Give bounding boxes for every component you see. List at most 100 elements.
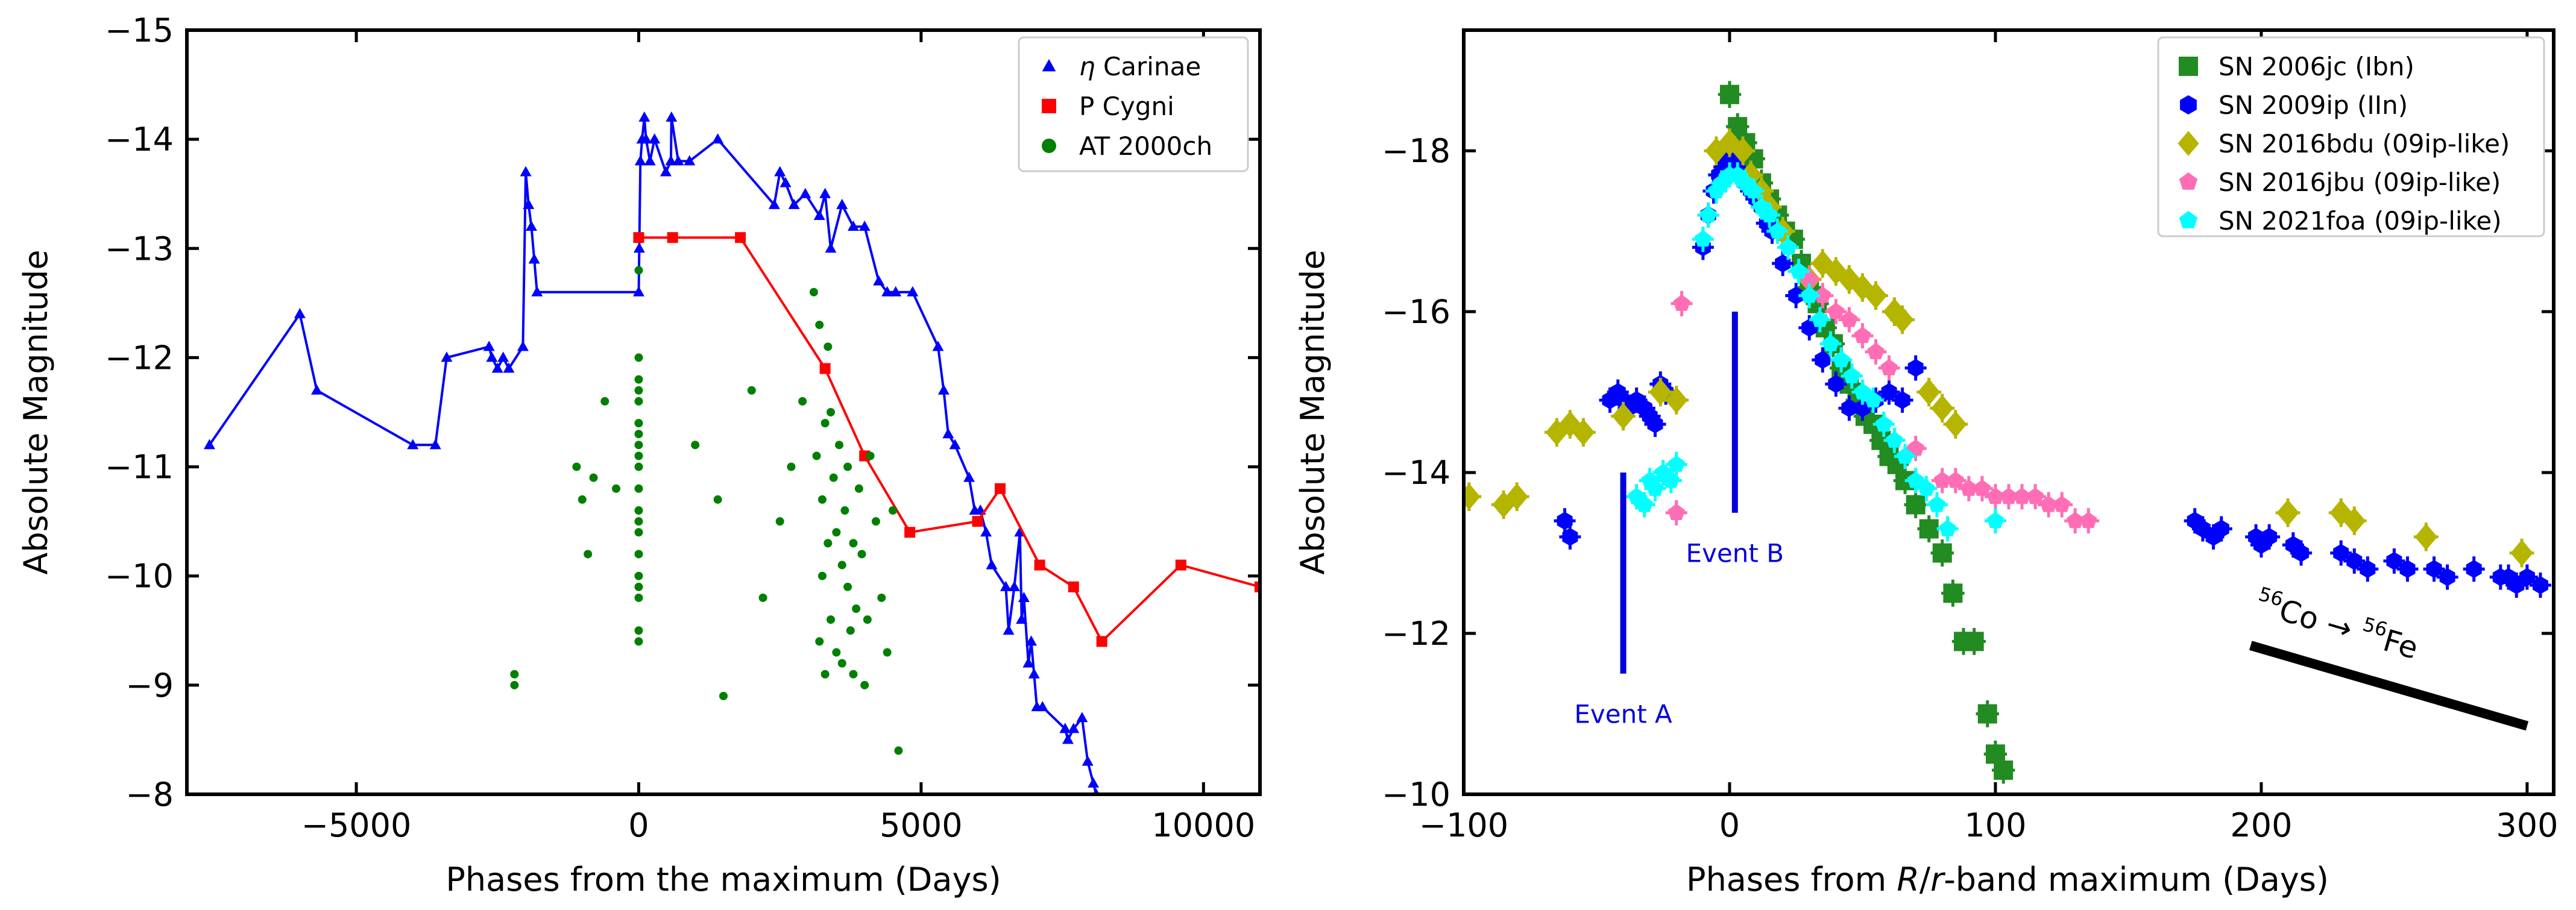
data-point — [1973, 479, 1991, 496]
legend-label: SN 2006jc (Ibn) — [2219, 52, 2414, 81]
data-point — [774, 166, 786, 177]
data-point — [860, 680, 869, 689]
data-point — [1059, 723, 1071, 733]
data-point — [510, 680, 519, 689]
y-tick-label: −16 — [1382, 293, 1450, 331]
data-point — [2067, 512, 2084, 529]
series-1 — [633, 232, 1260, 647]
data-point — [528, 253, 540, 264]
data-point — [2261, 527, 2278, 546]
data-point — [2013, 488, 2031, 504]
y-tick-label: −12 — [1382, 615, 1450, 653]
data-point — [572, 462, 581, 471]
data-point — [523, 198, 535, 209]
data-point — [1928, 495, 1946, 512]
data-point — [820, 419, 830, 428]
data-point — [1255, 581, 1260, 592]
data-point — [1745, 181, 1762, 199]
data-point — [1718, 129, 1741, 156]
legend-frame — [1018, 36, 1249, 172]
data-point — [666, 111, 678, 122]
data-point — [1932, 543, 1952, 563]
series-4 — [1625, 162, 2006, 542]
data-point — [1705, 137, 1728, 165]
data-point — [2346, 551, 2363, 570]
data-point — [835, 441, 844, 450]
data-point — [665, 155, 677, 166]
data-point — [812, 451, 821, 460]
data-point — [1068, 723, 1080, 733]
data-point — [589, 473, 598, 482]
data-point — [429, 439, 441, 450]
data-point — [1919, 519, 1939, 539]
data-point — [820, 670, 830, 679]
data-point — [1779, 238, 1797, 255]
x-tick-label: 200 — [2230, 806, 2292, 844]
y-tick-label: −18 — [1382, 132, 1450, 170]
data-point — [2360, 560, 2376, 579]
data-point — [2386, 551, 2402, 570]
left-axis-ticks: −5000 0 5000 10000 −15 −14 −13 −12 −11 −10 −9 −8 — [105, 11, 1260, 844]
x-tick-label: 0 — [628, 806, 649, 844]
data-point — [1505, 483, 1528, 510]
data-point — [503, 362, 515, 373]
series-line — [208, 117, 1098, 794]
data-point — [1815, 351, 1831, 369]
data-point — [1880, 359, 1898, 375]
data-point — [819, 187, 831, 198]
data-point — [1906, 495, 1926, 515]
data-point — [1864, 282, 1888, 309]
xlabel-part-1: Phases from — [1686, 861, 1897, 899]
data-point — [846, 626, 855, 635]
data-point — [634, 582, 643, 591]
data-point — [1814, 286, 1831, 303]
right-legend: SN 2006jc (Ibn) SN 2009ip (IIn) SN 2016bdu… — [2157, 36, 2545, 237]
legend-marker — [2180, 95, 2197, 115]
data-point — [634, 397, 643, 406]
data-point — [634, 462, 643, 471]
data-point — [1731, 137, 1754, 165]
data-point — [441, 351, 453, 362]
series-line — [638, 236, 1260, 644]
data-point — [634, 528, 643, 537]
data-point — [1665, 386, 1688, 414]
data-point — [1822, 334, 1839, 351]
data-point — [634, 441, 643, 450]
data-point — [775, 517, 784, 526]
data-point — [798, 397, 807, 406]
data-point — [634, 550, 643, 559]
data-point — [634, 484, 643, 493]
data-point — [1646, 479, 1664, 496]
data-point — [203, 439, 215, 450]
y-tick-label: −10 — [105, 557, 174, 595]
data-point — [779, 177, 792, 187]
left-panel: −5000 0 5000 10000 −15 −14 −13 −12 −11 −10 −9 −8 Ph… — [17, 11, 1262, 899]
data-point — [497, 351, 509, 362]
data-point — [843, 462, 852, 471]
data-point — [889, 506, 898, 515]
x-tick-label: 10000 — [1151, 806, 1255, 844]
legend-label-eta: η — [1079, 52, 1095, 81]
data-point — [840, 506, 849, 515]
left-legend: η Carinae P Cygni AT 2000ch — [1018, 36, 1249, 172]
data-point — [847, 221, 859, 231]
data-point — [787, 462, 796, 471]
data-point — [932, 340, 944, 351]
data-point — [837, 659, 846, 668]
data-point — [634, 506, 643, 515]
data-point — [890, 286, 902, 297]
data-point — [1088, 777, 1100, 788]
data-point — [817, 571, 827, 580]
data-point — [1008, 580, 1020, 591]
data-point — [719, 691, 728, 700]
data-point — [2293, 544, 2310, 562]
data-point — [578, 495, 587, 504]
data-point — [584, 550, 593, 559]
data-point — [813, 209, 825, 220]
data-point — [1790, 262, 1807, 279]
data-point — [520, 166, 532, 177]
data-point — [857, 550, 866, 559]
data-point — [1939, 519, 1956, 536]
data-point — [2026, 488, 2044, 504]
data-point — [667, 232, 678, 243]
